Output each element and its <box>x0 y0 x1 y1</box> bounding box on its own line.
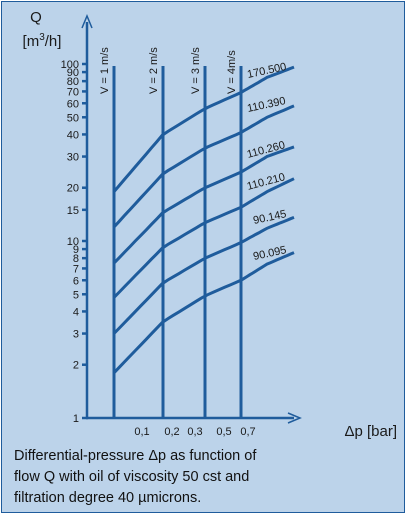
y-axis-unit: [m3/h] <box>23 32 62 50</box>
x-tick-label: 0,7 <box>240 426 255 438</box>
y-tick-label: 100 <box>61 59 79 71</box>
caption-line-1: Differential-pressure Δp as function of <box>14 448 257 464</box>
y-tick-label: 6 <box>73 275 79 287</box>
y-tick-label: 50 <box>67 112 79 124</box>
y-tick-label: 20 <box>67 183 79 195</box>
y-tick-label: 90 <box>67 67 79 79</box>
y-tick-label: 70 <box>67 86 79 98</box>
y-tick-label: 7 <box>73 263 79 275</box>
axes <box>81 14 302 424</box>
x-axis-arrow-icon <box>287 412 302 424</box>
x-tick-label: 0,1 <box>134 426 149 438</box>
filter-curve <box>112 145 295 265</box>
y-axis-arrow-icon <box>81 14 93 29</box>
velocity-label: V = 4m/s <box>226 50 238 94</box>
velocity-label: V = 2 m/s <box>148 47 160 94</box>
x-axis-title: Δp [bar] <box>344 423 397 440</box>
filter-curve <box>112 177 295 299</box>
filter-curve <box>112 251 295 374</box>
x-tick-label: 0,2 <box>164 426 179 438</box>
y-tick-label: 40 <box>67 129 79 141</box>
velocity-label: V = 1 m/s <box>99 47 111 94</box>
y-tick-label: 1 <box>73 413 79 425</box>
filter-curves <box>112 65 295 374</box>
caption-line-3: filtration degree 40 µmicrons. <box>14 490 202 506</box>
y-tick-label: 8 <box>73 253 79 265</box>
y-tick-label: 4 <box>73 306 79 318</box>
y-tick-label: 9 <box>73 244 79 256</box>
y-tick-label: 2 <box>73 360 79 372</box>
y-tick-label: 10 <box>67 236 79 248</box>
curve-label: 110.210 <box>246 171 287 193</box>
y-tick-label: 5 <box>73 289 79 301</box>
y-axis-title: Q <box>30 9 42 26</box>
velocity-label: V = 3 m/s <box>190 47 202 94</box>
y-tick-label: 3 <box>73 329 79 341</box>
x-tick-label: 0,3 <box>187 426 202 438</box>
filter-curve <box>112 65 295 193</box>
filter-curve <box>112 104 295 229</box>
caption-line-2: flow Q with oil of viscosity 50 cst and <box>14 469 250 485</box>
chart-caption: Differential-pressure Δp as function of … <box>14 446 394 509</box>
y-tick-label: 15 <box>67 205 79 217</box>
y-tick-label: 60 <box>67 98 79 110</box>
filter-curve <box>112 215 295 335</box>
curve-label: 90.095 <box>252 244 287 263</box>
y-tick-label: 30 <box>67 152 79 164</box>
curve-label: 90.145 <box>252 208 287 227</box>
x-tick-label: 0,5 <box>216 426 231 438</box>
y-tick-label: 80 <box>67 76 79 88</box>
